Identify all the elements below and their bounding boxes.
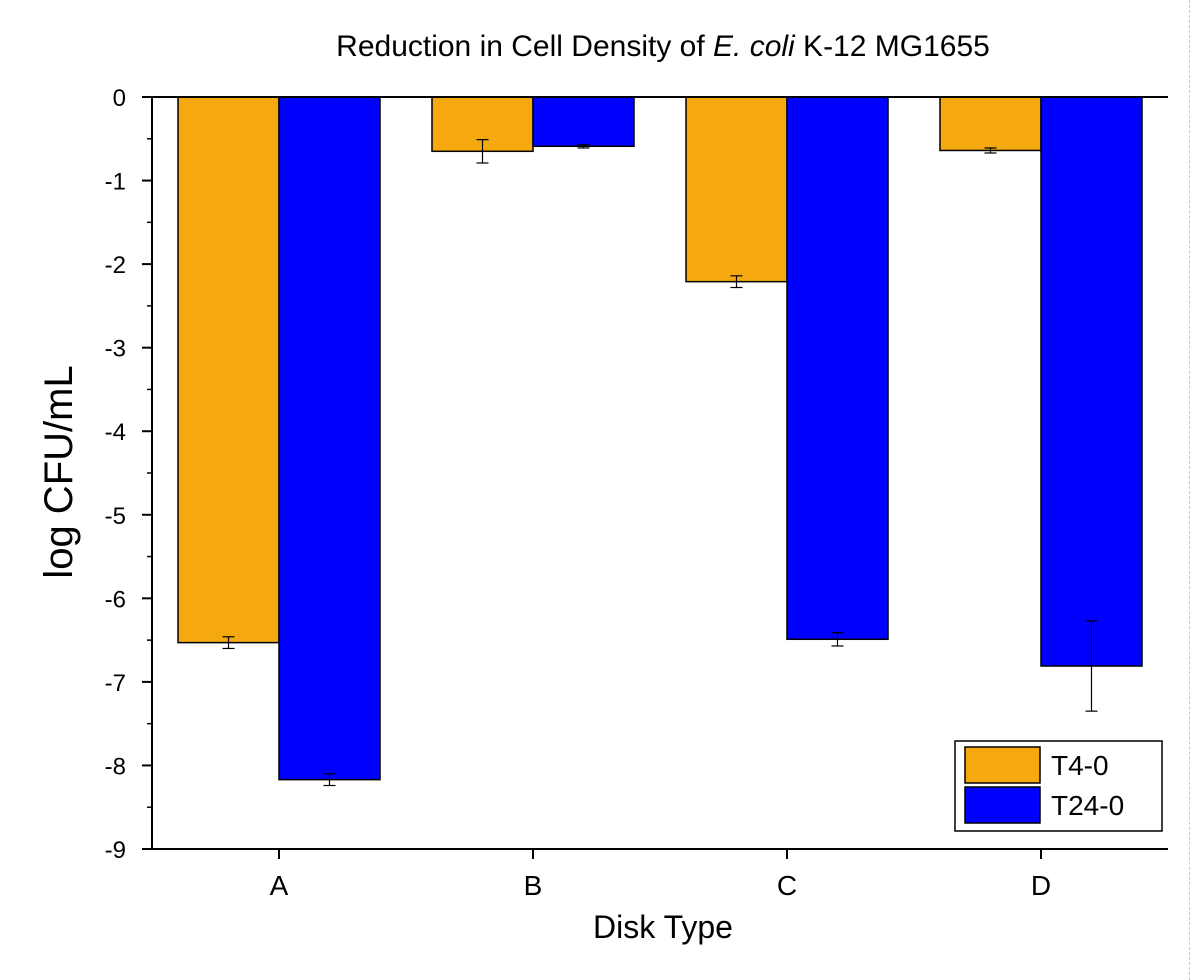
y-tick-label--6: -6 — [105, 586, 126, 613]
bar-t4-0-d — [939, 96, 1042, 152]
legend-label-t4-0: T4-0 — [1051, 750, 1109, 781]
x-tick-label-d: D — [1031, 870, 1051, 901]
legend-swatch-t24-0 — [964, 786, 1041, 824]
y-tick-label--5: -5 — [105, 503, 126, 530]
bar-t24-0-b — [532, 96, 635, 148]
y-tick-label-0: 0 — [113, 85, 126, 112]
y-tick-label--7: -7 — [105, 670, 126, 697]
y-tick-label--1: -1 — [105, 169, 126, 196]
bar-t24-0-c — [786, 96, 889, 641]
y-axis-label: log CFU/mL — [37, 365, 81, 578]
chart-title-part-3: K-12 MG1655 — [795, 30, 990, 63]
bar-t24-0-d — [1040, 96, 1143, 667]
y-tick-label--3: -3 — [105, 336, 126, 363]
bar-t4-0-c — [685, 96, 788, 283]
legend-swatch-t4-0 — [964, 746, 1041, 784]
legend-label-t24-0: T24-0 — [1051, 790, 1124, 821]
bars-layer — [177, 96, 1143, 781]
y-tick-label--4: -4 — [105, 419, 126, 446]
bar-t24-0-a — [278, 96, 381, 781]
y-tick-label--8: -8 — [105, 753, 126, 780]
error-bars-layer — [222, 139, 1098, 787]
page-edge-divider — [1189, 0, 1190, 980]
bar-t4-0-a — [177, 96, 280, 644]
legend: T4-0 T24-0 — [954, 740, 1163, 832]
x-axis-label: Disk Type — [593, 909, 733, 945]
y-tick-label--2: -2 — [105, 252, 126, 279]
x-tick-label-a: A — [270, 870, 289, 901]
x-tick-label-b: B — [524, 870, 543, 901]
axes-layer: A B C D 0 -1 -2 -3 -4 -5 -6 -7 -8 -9 — [105, 85, 1168, 901]
y-tick-label--9: -9 — [105, 837, 126, 864]
chart-title: Reduction in Cell Density of E. coli K-1… — [336, 30, 990, 63]
chart-title-part-1: Reduction in Cell Density of — [336, 30, 713, 63]
chart-title-italic-part: E. coli — [713, 30, 796, 63]
x-tick-label-c: C — [777, 870, 797, 901]
